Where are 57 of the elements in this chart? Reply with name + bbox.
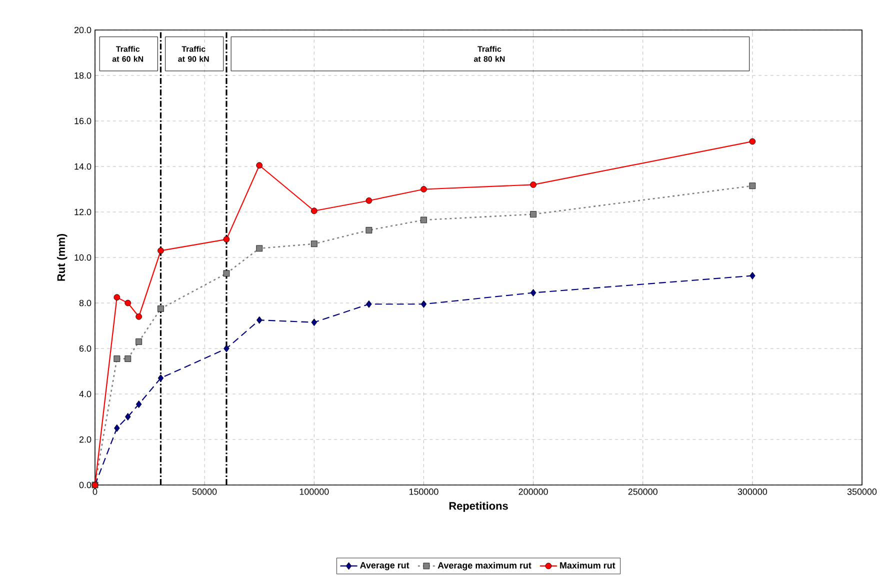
- point: [124, 300, 132, 306]
- x-tick-label: 250000: [628, 488, 658, 495]
- y-tick-label: 2.0: [79, 436, 92, 443]
- point: [750, 272, 756, 280]
- point: [420, 186, 427, 192]
- point: [749, 182, 756, 190]
- point: [311, 318, 318, 326]
- y-tick-label: 10.0: [74, 254, 92, 261]
- point: [223, 270, 230, 277]
- point: [256, 316, 262, 324]
- point: [530, 288, 536, 297]
- y-tick-label: 6.0: [79, 345, 92, 352]
- point: [530, 182, 536, 188]
- y-tick-label: 16.0: [74, 118, 92, 124]
- point: [366, 227, 372, 234]
- legend-label: Average rut: [360, 562, 410, 570]
- x-axis-title: Repetitions: [449, 502, 508, 512]
- point: [256, 162, 263, 169]
- point: [530, 211, 536, 218]
- point: [158, 374, 164, 382]
- y-tick-label: 0.0: [79, 482, 92, 488]
- legend-label: Maximum rut: [560, 562, 616, 569]
- point: [310, 240, 318, 248]
- point: [310, 208, 318, 214]
- point: [366, 197, 372, 204]
- y-tick-label: 14.0: [74, 163, 92, 170]
- point: [136, 400, 142, 408]
- y-tick-label: 4.0: [79, 390, 92, 398]
- x-tick-label: 150000: [409, 488, 438, 495]
- point: [223, 236, 230, 242]
- point: [124, 356, 132, 362]
- x-tick-label: 200000: [518, 488, 548, 495]
- point: [114, 294, 120, 300]
- point: [114, 356, 120, 362]
- y-tick-label: 8.0: [79, 300, 92, 306]
- point: [749, 138, 756, 145]
- point: [136, 313, 142, 320]
- y-axis-title: Rut (mm): [56, 234, 68, 281]
- point: [158, 305, 164, 312]
- point: [124, 412, 131, 421]
- point: [420, 216, 427, 224]
- x-tick-label: 300000: [738, 488, 768, 495]
- point: [136, 338, 142, 345]
- x-tick-label: 350000: [847, 488, 877, 495]
- point: [366, 300, 372, 308]
- x-tick-label: 50000: [192, 488, 217, 495]
- x-tick-label: 0: [92, 488, 98, 495]
- y-tick-label: 20.0: [74, 26, 92, 34]
- y-tick-label: 18.0: [74, 72, 92, 79]
- y-tick-label: 12.0: [74, 208, 92, 216]
- point: [114, 424, 120, 432]
- point: [224, 344, 230, 352]
- point: [256, 245, 263, 252]
- legend-label: Average maximum rut: [438, 562, 532, 570]
- x-tick-label: 100000: [300, 488, 329, 495]
- point: [158, 247, 164, 254]
- point: [420, 300, 427, 308]
